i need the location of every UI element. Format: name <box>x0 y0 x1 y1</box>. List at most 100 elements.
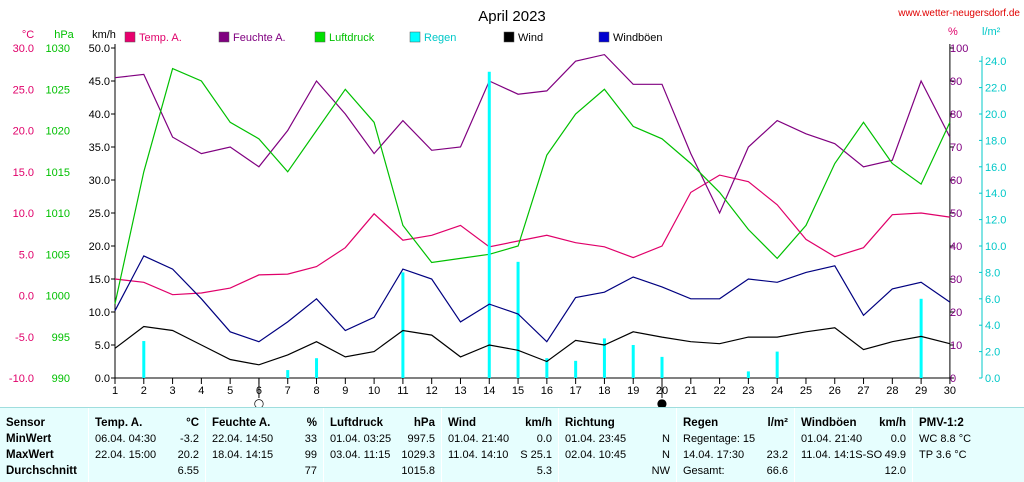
chart-title: April 2023 <box>478 8 546 25</box>
x-tick-label: 1 <box>112 385 118 397</box>
y-tick-label-rain: 4.0 <box>985 320 1000 332</box>
y-tick-label-temp: -10.0 <box>9 373 34 385</box>
stats-col-wind: Wind km/h 01.04. 21:40 0.0 11.04. 14:10 S 25.… <box>442 408 559 482</box>
y-tick-label-pressure: 1015 <box>46 167 70 179</box>
y-tick-label-humidity: 50 <box>950 208 962 220</box>
pmv-windchill: WC 8.8 °C <box>919 433 972 445</box>
axis-unit-rain: l/m² <box>982 26 1001 38</box>
axis-unit-wind: km/h <box>92 29 116 41</box>
legend-label: Feuchte A. <box>233 32 286 44</box>
legend-swatch <box>409 31 421 43</box>
y-tick-label-pressure: 1030 <box>46 43 70 55</box>
gusts-row-value: 12.0 <box>884 465 906 477</box>
legend-swatch <box>503 31 515 43</box>
axis-unit-humidity: % <box>948 26 958 38</box>
legend-swatch <box>598 31 610 43</box>
rain-bar <box>487 71 491 378</box>
sensor-row-avg: Durchschnitt <box>6 465 77 477</box>
humidity-row-value: 33 <box>304 433 317 445</box>
temp-row-time: 22.04. 15:00 <box>95 449 157 461</box>
pressure-unit: hPa <box>413 417 435 429</box>
y-tick-label-wind: 5.0 <box>95 340 110 352</box>
x-tick-label: 8 <box>313 385 319 397</box>
y-tick-label-pressure: 990 <box>52 373 70 385</box>
legend-label: Windböen <box>613 32 663 44</box>
stats-col-direction: Richtung 01.04. 23:45 N 02.04. 10:45 N NW <box>559 408 677 482</box>
rain-bar <box>775 351 779 378</box>
y-tick-label-rain: 2.0 <box>985 347 1000 359</box>
y-tick-label-rain: 14.0 <box>985 188 1006 200</box>
stats-col-gusts: Windböen km/h 01.04. 21:40 0.0 11.04. 14:1S-… <box>795 408 913 482</box>
legend: Temp. A. Feuchte A. Luftdruck Regen Wind Wind… <box>124 31 663 44</box>
y-tick-label-rain: 0.0 <box>985 373 1000 385</box>
y-tick-label-wind: 30.0 <box>89 175 110 187</box>
pressure-row-value: 1015.8 <box>401 465 435 477</box>
y-tick-label-humidity: 70 <box>950 142 962 154</box>
gusts-row-time: 11.04. 14:1S-SO <box>801 449 883 461</box>
series-line-feuchte-a <box>114 53 951 215</box>
sensor-header: Sensor <box>6 417 45 429</box>
axis-unit-temp: °C <box>22 29 34 41</box>
temp-row-value: -3.2 <box>180 433 199 445</box>
rain-bar <box>142 341 146 378</box>
rain-row-time: 14.04. 17:30 <box>683 449 745 461</box>
rain-bar <box>574 360 578 378</box>
y-tick-label-rain: 22.0 <box>985 83 1006 95</box>
y-tick-label-wind: 0.0 <box>95 373 110 385</box>
wind-header: Wind <box>448 417 476 429</box>
y-tick-label-wind: 40.0 <box>89 109 110 121</box>
rain-bar <box>315 358 319 378</box>
series-line-windb-en <box>114 255 951 343</box>
rain-row-time: Regentage: 15 <box>683 433 756 445</box>
x-tick-label: 2 <box>141 385 147 397</box>
series-line-temp-a <box>114 174 950 296</box>
legend-swatch <box>218 31 230 43</box>
x-tick-label: 5 <box>227 385 233 397</box>
legend-swatch <box>314 31 326 43</box>
stats-col-pmv: PMV-1:2 WC 8.8 °C TP 3.6 °C <box>913 408 1024 482</box>
x-tick-label: 29 <box>915 385 927 397</box>
x-tick-label: 11 <box>397 385 408 397</box>
y-tick-label-pressure: 1005 <box>46 249 70 261</box>
legend-label: Luftdruck <box>329 32 375 44</box>
sensor-row-min: MinWert <box>6 433 52 445</box>
y-tick-label-temp: 5.0 <box>19 249 34 261</box>
y-tick-label-temp: 25.0 <box>13 84 34 96</box>
pressure-header: Luftdruck <box>330 417 384 429</box>
y-tick-label-humidity: 60 <box>950 175 962 187</box>
y-tick-label-wind: 35.0 <box>89 142 110 154</box>
pmv-dewpoint: TP 3.6 °C <box>919 449 967 461</box>
wind-row-value: 5.3 <box>536 465 552 477</box>
axis-unit-pressure: hPa <box>54 29 74 41</box>
x-tick-label: 16 <box>541 385 553 397</box>
x-tick-label: 3 <box>170 385 176 397</box>
x-tick-label: 27 <box>857 385 869 397</box>
x-tick-label: 14 <box>483 385 495 397</box>
y-tick-label-humidity: 30 <box>950 274 962 286</box>
humidity-row-time: 18.04. 14:15 <box>212 449 274 461</box>
y-tick-label-rain: 16.0 <box>985 162 1006 174</box>
direction-row-time: 02.04. 10:45 <box>565 449 627 461</box>
x-tick-label: 15 <box>512 385 524 397</box>
y-tick-label-humidity: 0 <box>950 373 956 385</box>
wind-unit: km/h <box>525 417 552 429</box>
stats-col-temp: Temp. A. °C 06.04. 04:30 -3.2 22.04. 15:00 20… <box>89 408 206 482</box>
moon-marker: ● <box>657 396 667 407</box>
temp-unit: °C <box>186 417 199 429</box>
y-tick-label-rain: 18.0 <box>985 135 1006 147</box>
rain-bar <box>286 370 290 378</box>
series-line-luftdruck <box>114 67 951 304</box>
pressure-row-value: 997.5 <box>407 433 435 445</box>
axes: 1234567891011121314151617181920212223242… <box>9 26 1007 397</box>
wind-row-value: 0.0 <box>536 433 552 445</box>
rain-row-time: Gesamt: <box>683 465 725 477</box>
temp-row-value: 20.2 <box>177 449 199 461</box>
series-line-wind <box>114 325 951 366</box>
legend-label: Temp. A. <box>139 32 182 44</box>
humidity-row-value: 77 <box>304 465 317 477</box>
sensor-row-max: MaxWert <box>6 449 54 461</box>
x-tick-label: 21 <box>685 385 697 397</box>
y-tick-label-humidity: 80 <box>950 109 962 121</box>
y-tick-label-temp: 15.0 <box>13 167 34 179</box>
y-tick-label-wind: 15.0 <box>89 274 110 286</box>
